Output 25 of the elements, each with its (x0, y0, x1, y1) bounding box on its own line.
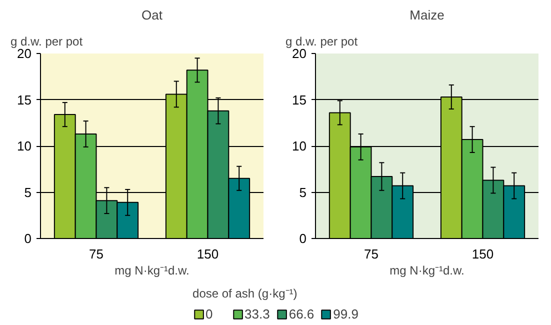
legend-label: 66.6 (288, 306, 314, 321)
y-tick-label: 15 (17, 92, 32, 108)
x-axis-title: mg N·kg⁻¹d.w. (114, 264, 190, 278)
x-tick-label: 75 (89, 246, 104, 262)
legend-label: 33.3 (244, 306, 270, 321)
y-tick-label: 5 (24, 184, 32, 200)
y-tick-label: 0 (24, 231, 32, 246)
y-axis-title: g d.w. per pot (286, 34, 358, 48)
y-tick-label: 10 (292, 138, 307, 154)
legend-label: 0 (206, 306, 214, 321)
chart-title: Maize (410, 8, 444, 22)
x-tick-label: 150 (196, 246, 219, 262)
x-tick-label: 150 (472, 246, 494, 262)
y-axis-title: g d.w. per pot (10, 34, 84, 48)
y-tick-label: 15 (292, 92, 307, 108)
legend-label: 99.9 (333, 306, 358, 321)
legend-title: dose of ash (g·kg⁻¹) (192, 285, 298, 301)
x-axis-title: mg N·kg⁻¹d.w. (390, 264, 464, 278)
x-tick-label: 75 (364, 246, 378, 262)
y-tick-label: 20 (17, 46, 32, 61)
y-tick-label: 0 (299, 231, 307, 246)
y-tick-label: 10 (17, 138, 32, 154)
y-tick-label: 5 (299, 184, 307, 200)
chart-title: Oat (142, 8, 163, 22)
y-tick-label: 20 (292, 46, 307, 61)
